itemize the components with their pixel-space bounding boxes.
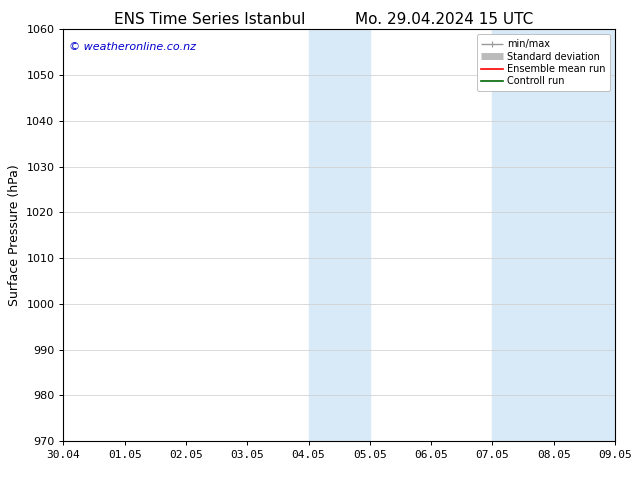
Y-axis label: Surface Pressure (hPa): Surface Pressure (hPa) bbox=[8, 164, 21, 306]
Bar bbox=[493, 29, 615, 441]
Text: ENS Time Series Istanbul: ENS Time Series Istanbul bbox=[113, 12, 305, 27]
Bar bbox=[309, 29, 370, 441]
Text: Mo. 29.04.2024 15 UTC: Mo. 29.04.2024 15 UTC bbox=[354, 12, 533, 27]
Text: © weatheronline.co.nz: © weatheronline.co.nz bbox=[69, 42, 196, 52]
Legend: min/max, Standard deviation, Ensemble mean run, Controll run: min/max, Standard deviation, Ensemble me… bbox=[477, 34, 610, 91]
